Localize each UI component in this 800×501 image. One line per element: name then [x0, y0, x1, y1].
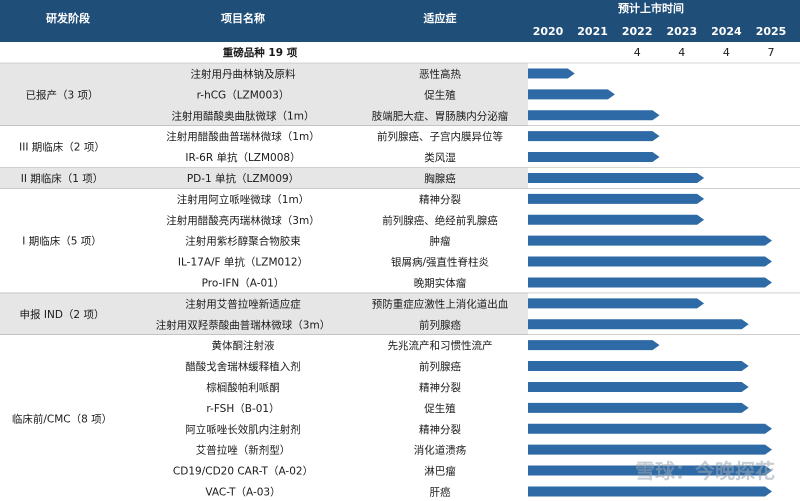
timeline-bar: [528, 486, 772, 497]
project-name: VAC-T（A-03）: [205, 486, 280, 498]
header-bar: [0, 0, 800, 42]
timeline-bar: [528, 152, 660, 163]
watermark: 雪球：今晚探花: [635, 459, 775, 483]
launch-count: 4: [678, 46, 685, 59]
stage-col-header: 研发阶段: [46, 11, 90, 25]
timeline-bars: [528, 68, 772, 497]
timeline-bar: [528, 68, 575, 79]
project-name: 注射用紫杉醇聚合物胶束: [185, 235, 301, 248]
indication: 促生殖: [424, 402, 456, 415]
timeline-bar: [528, 214, 705, 225]
timeline-bar: [528, 340, 660, 351]
stage-band: [0, 167, 528, 189]
timeline-bar: [528, 277, 772, 288]
project-name: r-FSH（B-01）: [206, 403, 279, 415]
project-name: 注射用醋酸亮丙瑞林微球（3m）: [166, 214, 319, 227]
timeline-bar: [528, 423, 772, 434]
indication: 先兆流产和习惯性流产: [388, 339, 493, 352]
timeline-bar: [528, 256, 772, 267]
indication: 前列腺癌: [419, 360, 461, 373]
project-name: 黄体酮注射液: [212, 339, 275, 352]
stage-band: [0, 63, 528, 126]
year-label: 2023: [666, 25, 697, 38]
project-name: 棕榈酸帕利哌酮: [206, 381, 280, 394]
project-name: IL-17A/F 单抗（LZM012）: [178, 256, 308, 269]
project-name: 注射用醋酸曲普瑞林微球（1m）: [166, 130, 319, 143]
stage-label: 已报产（3 项）: [25, 88, 98, 101]
launch-count: 4: [634, 46, 641, 59]
timeline-bar: [528, 465, 772, 476]
launch-count: 4: [723, 46, 730, 59]
timeline-bar: [528, 298, 705, 309]
timeline-bar: [528, 193, 705, 204]
project-name: PD-1 单抗（LZM009）: [187, 172, 299, 185]
indication: 前列腺癌、绝经前乳腺癌: [382, 214, 498, 227]
launch-count: 7: [768, 46, 775, 59]
timeline-bar: [528, 319, 749, 330]
project-name: 注射用丹曲林钠及原料: [191, 67, 296, 80]
timeline-bar: [528, 444, 772, 455]
indication: 银屑病/强直性脊柱炎: [391, 256, 490, 269]
project-name: 醋酸戈舍瑞林缓释植入剂: [185, 360, 301, 373]
stage-labels: 已报产（3 项） III 期临床（2 项） II 期临床（1 项） I 期临床（5 项…: [12, 88, 112, 425]
project-name: 注射用艾普拉唑新适应症: [185, 297, 301, 310]
year-label: 2021: [577, 25, 608, 38]
project-name: 注射用双羟萘酸曲普瑞林微球（3m）: [156, 318, 330, 331]
indication: 恶性高热: [419, 67, 461, 80]
stage-label: II 期临床（1 项）: [21, 172, 104, 185]
timeline-bar: [528, 381, 749, 392]
project-name: 注射用醋酸奥曲肽微球（1m）: [172, 109, 315, 122]
launch-counts: 4 4 4 7: [634, 46, 775, 59]
timeline-bar: [528, 110, 660, 121]
indication: 晚期实体瘤: [414, 276, 467, 289]
timeline-bar: [528, 402, 749, 413]
year-label: 2020: [533, 25, 564, 38]
indication: 胸腺癌: [424, 172, 456, 185]
indication: 肿瘤: [430, 235, 451, 248]
project-col-header: 项目名称: [221, 11, 265, 25]
year-label: 2022: [622, 25, 653, 38]
stage-label: 申报 IND（2 项）: [20, 308, 105, 321]
stage-band: [0, 292, 528, 335]
indication: 前列腺癌、子宫内膜异位等: [377, 130, 503, 143]
project-name: 阿立哌唑长效肌内注射剂: [185, 423, 301, 436]
indication: 精神分裂: [419, 193, 461, 206]
indication: 预防重症应激性上消化道出血: [372, 297, 509, 310]
indication: 精神分裂: [419, 423, 461, 436]
indication: 肢端肥大症、胃肠胰内分泌瘤: [372, 109, 509, 122]
project-name: Pro-IFN（A-01）: [202, 277, 285, 289]
launch-col-header: 预计上市时间: [618, 1, 684, 15]
timeline-bar: [528, 131, 660, 142]
project-name: r-hCG（LZM003）: [197, 89, 290, 101]
year-labels: 2020 2021 2022 2023 2024 2025: [533, 25, 787, 38]
project-name: 注射用阿立哌唑微球（1m）: [177, 193, 309, 206]
timeline-bar: [528, 172, 705, 183]
timeline-bar: [528, 89, 615, 100]
stage-label: III 期临床（2 项）: [19, 141, 105, 154]
indication: 肝癌: [430, 485, 451, 498]
indication-col-header: 适应症: [424, 11, 457, 25]
year-label: 2025: [756, 25, 787, 38]
year-label: 2024: [711, 25, 742, 38]
indication: 促生殖: [424, 88, 456, 101]
project-name: 艾普拉唑（新剂型）: [196, 444, 291, 457]
indication: 类风湿: [424, 151, 456, 164]
stage-label: 临床前/CMC（8 项）: [12, 412, 112, 425]
project-name: IR-6R 单抗（LZM008）: [185, 151, 300, 164]
indication: 前列腺癌: [419, 318, 461, 331]
background-layer: [0, 62, 800, 336]
indication: 淋巴瘤: [424, 465, 456, 478]
indication: 消化道溃疡: [414, 444, 467, 457]
timeline-bar: [528, 235, 772, 246]
project-name: CD19/CD20 CAR-T（A-02）: [173, 466, 313, 478]
indication: 精神分裂: [419, 381, 461, 394]
timeline-bar: [528, 361, 749, 372]
summary-label: 重磅品种 19 项: [223, 46, 298, 59]
stage-label: I 期临床（5 项）: [22, 235, 101, 248]
